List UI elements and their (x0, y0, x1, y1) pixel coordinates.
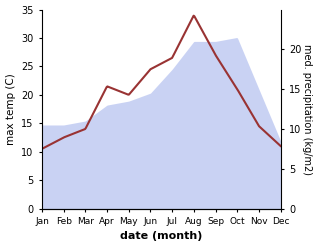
Y-axis label: max temp (C): max temp (C) (5, 73, 16, 145)
Y-axis label: med. precipitation (kg/m2): med. precipitation (kg/m2) (302, 43, 313, 175)
X-axis label: date (month): date (month) (120, 231, 203, 242)
